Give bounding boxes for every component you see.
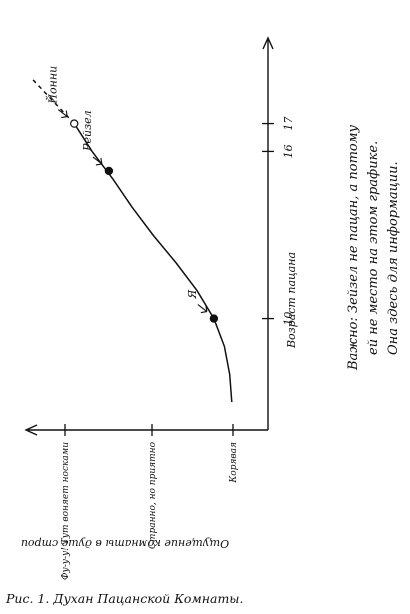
data-point (104, 166, 114, 176)
point-label: Рейзел (81, 110, 94, 152)
y-tick-label: Фу-у-у! Тут воняет носками (61, 442, 71, 580)
point-label: Я (186, 289, 199, 300)
x-tick-label: 10 (282, 312, 295, 326)
x-tick-label: 17 (282, 117, 295, 131)
y-axis-arrow (24, 424, 38, 436)
series-line (73, 123, 233, 403)
data-point (209, 314, 219, 323)
y-tick-label: Корявая (229, 442, 239, 484)
x-axis-label: Возраст пацана (285, 252, 298, 349)
y-axis-label: Ощущение комнаты в душе строи (21, 537, 229, 550)
figure-caption: Рис. 1. Духан Пацанской Комнаты. (6, 591, 244, 606)
data-point (70, 119, 79, 128)
point-arrow (197, 304, 208, 314)
note-line-1: Важно: Зейзел не пацан, а потому (346, 124, 361, 371)
note-line-3: Она здесь для информации. (386, 161, 401, 355)
y-tick-label: Странно, но приятно (148, 441, 158, 549)
x-axis-arrow (262, 36, 274, 50)
point-arrow (92, 156, 103, 166)
point-arrow (57, 109, 68, 119)
point-label: Йонни (45, 66, 59, 105)
note-line-2: ей не место на этом графике. (366, 141, 381, 355)
x-tick-label: 16 (282, 144, 295, 158)
